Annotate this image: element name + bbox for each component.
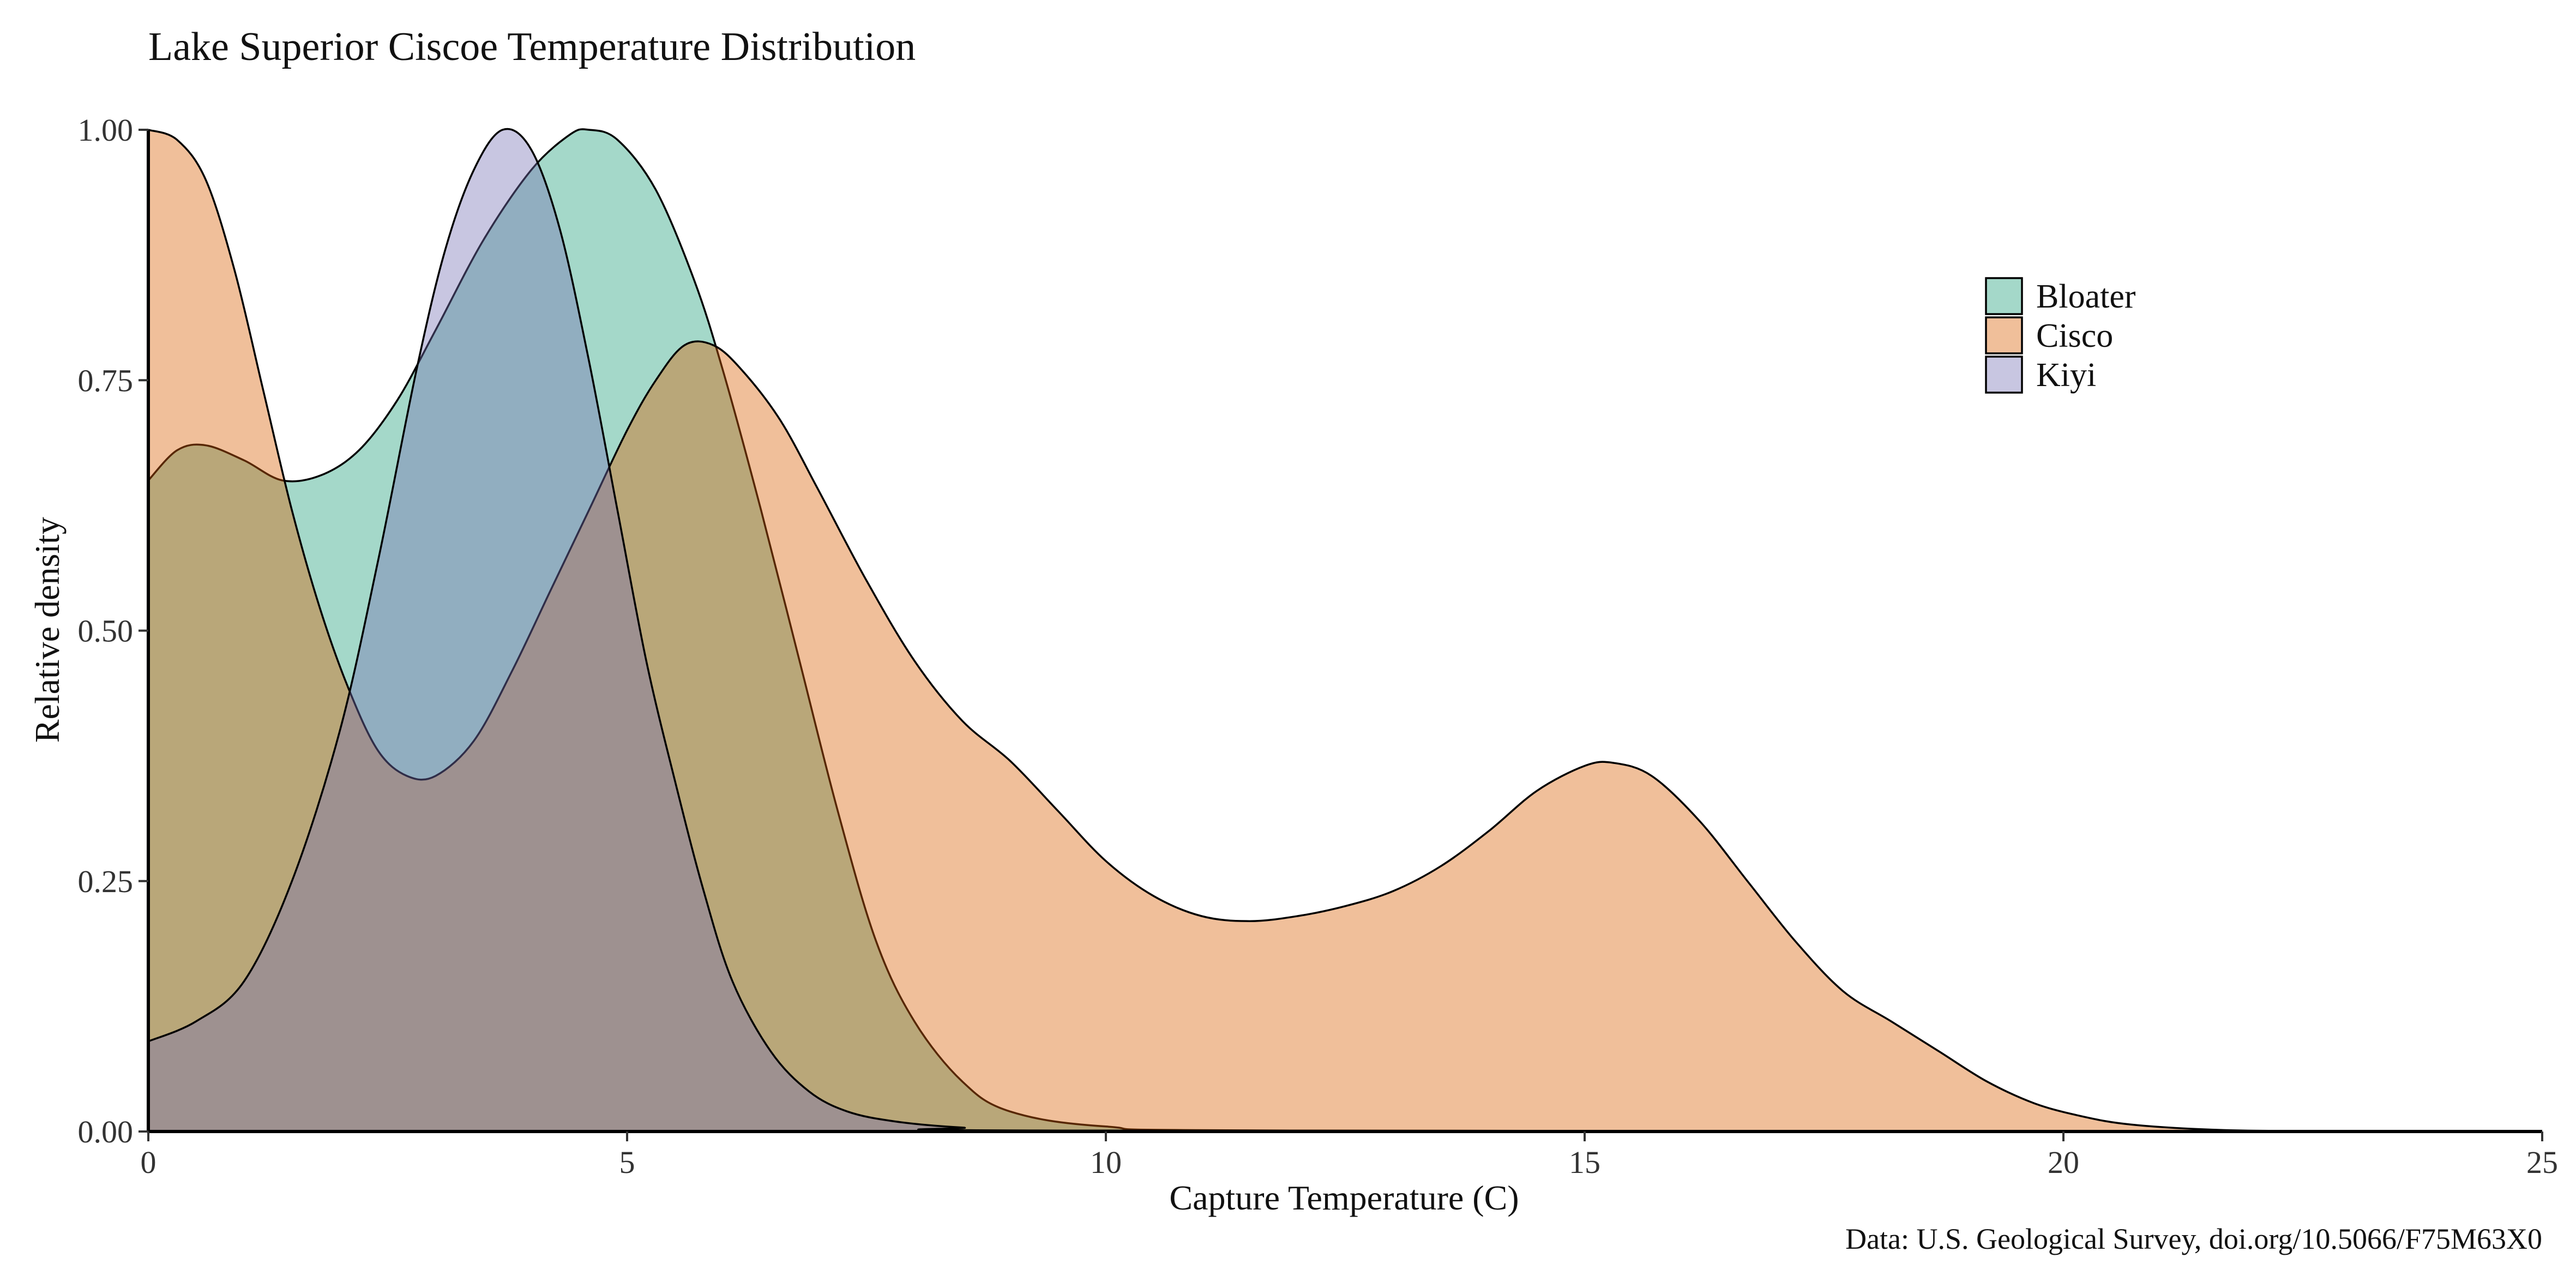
x-tick-label: 0 [141,1145,157,1180]
legend-key-bloater [1985,277,2023,315]
density-area-cisco [148,130,2542,1131]
density-line-cisco [148,129,2543,1133]
data-source-caption: Data: U.S. Geological Survey, doi.org/10… [1845,1223,2542,1255]
legend-key-bg-kiyi [1986,357,2022,393]
x-axis: 0 5 10 15 20 25 [141,1130,2558,1180]
legend-label-bloater: Bloater [2036,278,2136,315]
legend-key-cisco [1985,316,2023,354]
density-line-kiyi [148,128,2543,1133]
x-tick-label: 25 [2526,1145,2558,1180]
density-area-kiyi [148,129,2542,1131]
chart-title: Lake Superior Ciscoe Temperature Distrib… [148,25,916,69]
legend-key-bg-cisco [1986,317,2022,353]
density-area-bloater [148,129,2542,1132]
y-tick-label: 0.25 [78,864,134,899]
y-tick-label: 1.00 [78,112,134,148]
legend-key-kiyi [1985,356,2023,394]
y-tick-label: 0.50 [78,613,134,649]
x-tick-label: 10 [1090,1145,1122,1180]
y-tick-label: 0.00 [78,1114,134,1149]
plot-area [147,128,2543,1133]
x-tick-label: 15 [1569,1145,1600,1180]
x-tick-label: 20 [2048,1145,2079,1180]
legend-key-bg-bloater [1986,278,2022,314]
x-tick-label: 5 [619,1145,635,1180]
density-line-bloater [147,128,2543,1133]
y-tick-label: 0.75 [78,363,134,398]
x-axis-title: Capture Temperature (C) [1169,1178,1519,1217]
legend-label-cisco: Cisco [2036,317,2113,354]
y-axis-title: Relative density [28,517,67,743]
y-axis: 0.00 0.25 0.50 0.75 1.00 [78,112,150,1149]
legend-label-kiyi: Kiyi [2036,357,2096,394]
